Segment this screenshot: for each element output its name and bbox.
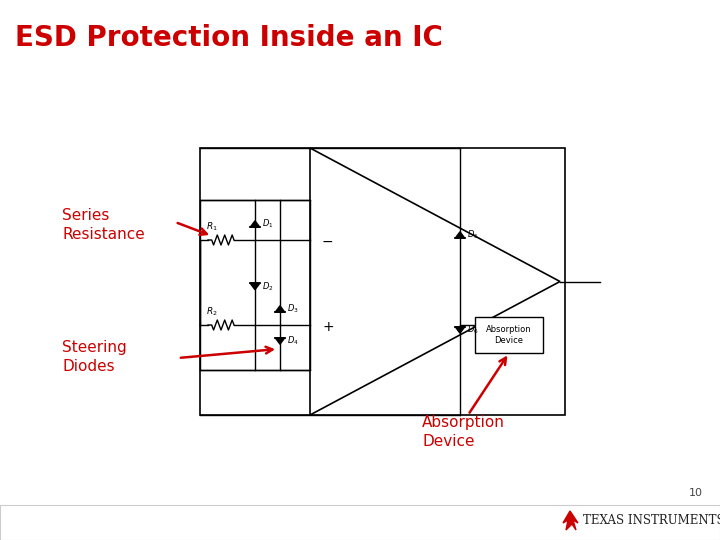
- Bar: [0, 505, 720, 540]
- Text: Absorption
Device: Absorption Device: [422, 415, 505, 449]
- Text: $D_6$: $D_6$: [467, 324, 479, 336]
- Text: $D_5$: $D_5$: [467, 229, 479, 241]
- Text: 10: 10: [689, 488, 703, 498]
- Text: ESD Protection Inside an IC: ESD Protection Inside an IC: [15, 24, 443, 52]
- Polygon shape: [251, 284, 260, 289]
- Text: Series
Resistance: Series Resistance: [62, 208, 145, 241]
- Polygon shape: [275, 306, 285, 312]
- Polygon shape: [455, 327, 465, 333]
- Bar: [475, 317, 543, 353]
- Text: +: +: [322, 320, 333, 334]
- Polygon shape: [563, 511, 578, 530]
- Text: Steering
Diodes: Steering Diodes: [62, 340, 127, 374]
- Polygon shape: [251, 221, 260, 227]
- Polygon shape: [455, 232, 465, 238]
- Text: $R_2$: $R_2$: [206, 306, 217, 318]
- Text: $D_3$: $D_3$: [287, 303, 299, 315]
- Text: $R_1$: $R_1$: [206, 220, 217, 233]
- Text: −: −: [322, 235, 333, 249]
- Text: $D_4$: $D_4$: [287, 335, 299, 347]
- Text: $D_2$: $D_2$: [262, 280, 274, 293]
- Bar: [200, 148, 565, 415]
- Polygon shape: [275, 338, 285, 344]
- Bar: [200, 200, 310, 370]
- Text: TEXAS INSTRUMENTS: TEXAS INSTRUMENTS: [583, 515, 720, 528]
- Text: $D_1$: $D_1$: [262, 218, 274, 230]
- Text: Absorption
Device: Absorption Device: [486, 325, 532, 345]
